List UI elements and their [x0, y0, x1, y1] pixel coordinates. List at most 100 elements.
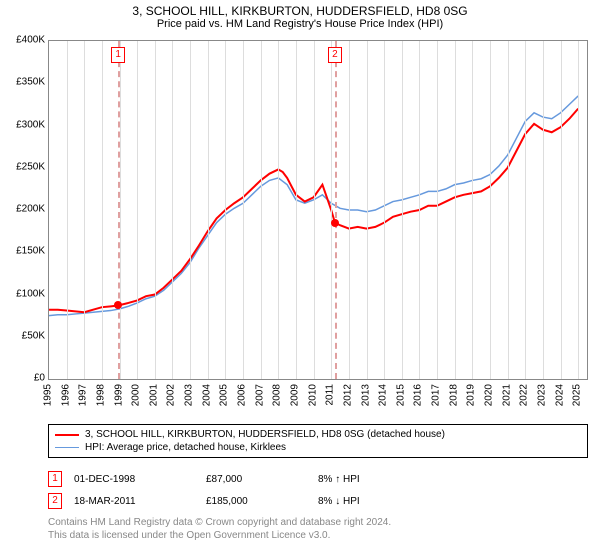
legend-swatch [55, 434, 79, 436]
x-tick-label: 2011 [325, 384, 336, 406]
transaction-id-box: 2 [48, 493, 62, 509]
grid-line [384, 41, 385, 379]
transaction-marker-line [335, 41, 337, 379]
transaction-id-box: 1 [48, 471, 62, 487]
y-tick-label: £250K [16, 161, 45, 172]
x-tick-label: 2008 [272, 384, 283, 406]
x-tick-label: 2025 [572, 384, 583, 406]
legend-row: HPI: Average price, detached house, Kirk… [55, 441, 581, 454]
grid-line [508, 41, 509, 379]
x-tick-label: 2017 [431, 384, 442, 406]
y-tick-label: £100K [16, 288, 45, 299]
x-tick-label: 2001 [148, 384, 159, 406]
x-tick-label: 2010 [307, 384, 318, 406]
x-tick-label: 2012 [342, 384, 353, 406]
grid-line [561, 41, 562, 379]
grid-line [155, 41, 156, 379]
x-tick-label: 2016 [413, 384, 424, 406]
y-tick-label: £350K [16, 77, 45, 88]
x-tick-label: 2020 [483, 384, 494, 406]
x-tick-label: 2009 [289, 384, 300, 406]
grid-line [437, 41, 438, 379]
transaction-marker-number: 1 [111, 47, 125, 63]
x-tick-label: 1997 [78, 384, 89, 406]
grid-line [67, 41, 68, 379]
x-tick-label: 2002 [166, 384, 177, 406]
grid-line [314, 41, 315, 379]
grid-line [525, 41, 526, 379]
grid-line [331, 41, 332, 379]
grid-line [296, 41, 297, 379]
transaction-marker-line [118, 41, 120, 379]
x-tick-label: 2013 [360, 384, 371, 406]
y-tick-label: £200K [16, 204, 45, 215]
transaction-hpi-diff: 8% ↑ HPI [318, 474, 438, 485]
transaction-marker-point [331, 219, 339, 227]
grid-line [367, 41, 368, 379]
grid-line [349, 41, 350, 379]
legend: 3, SCHOOL HILL, KIRKBURTON, HUDDERSFIELD… [48, 424, 588, 458]
transaction-marker-point [114, 301, 122, 309]
legend-row: 3, SCHOOL HILL, KIRKBURTON, HUDDERSFIELD… [55, 428, 581, 441]
transaction-marker-number: 2 [328, 47, 342, 63]
x-tick-label: 2018 [448, 384, 459, 406]
grid-line [190, 41, 191, 379]
price-chart-container: 3, SCHOOL HILL, KIRKBURTON, HUDDERSFIELD… [0, 0, 600, 560]
grid-line [490, 41, 491, 379]
x-tick-label: 2021 [501, 384, 512, 406]
grid-line [402, 41, 403, 379]
transaction-table: 1 01-DEC-1998 £87,000 8% ↑ HPI 2 18-MAR-2011 £… [48, 468, 588, 512]
y-tick-label: £300K [16, 119, 45, 130]
transaction-price: £87,000 [206, 474, 306, 485]
plot-area: 12 [48, 40, 588, 380]
chart-subtitle: Price paid vs. HM Land Registry's House … [0, 18, 600, 34]
grid-line [243, 41, 244, 379]
grid-line [472, 41, 473, 379]
x-tick-label: 2005 [219, 384, 230, 406]
x-tick-label: 2019 [466, 384, 477, 406]
y-tick-label: £150K [16, 246, 45, 257]
x-tick-label: 2022 [519, 384, 530, 406]
legend-label: 3, SCHOOL HILL, KIRKBURTON, HUDDERSFIELD… [85, 429, 445, 440]
x-tick-label: 1995 [43, 384, 54, 406]
transaction-hpi-diff: 8% ↓ HPI [318, 496, 438, 507]
chart-title: 3, SCHOOL HILL, KIRKBURTON, HUDDERSFIELD… [0, 0, 600, 18]
footer-line-2: This data is licensed under the Open Gov… [48, 529, 588, 542]
x-tick-label: 2006 [237, 384, 248, 406]
grid-line [102, 41, 103, 379]
x-tick-label: 1998 [95, 384, 106, 406]
legend-label: HPI: Average price, detached house, Kirk… [85, 442, 286, 453]
x-tick-label: 2000 [131, 384, 142, 406]
plot-svg [49, 41, 587, 379]
transaction-row: 1 01-DEC-1998 £87,000 8% ↑ HPI [48, 468, 588, 490]
x-tick-label: 2004 [201, 384, 212, 406]
grid-line [172, 41, 173, 379]
transaction-date: 01-DEC-1998 [74, 474, 194, 485]
x-tick-label: 2023 [536, 384, 547, 406]
transaction-row: 2 18-MAR-2011 £185,000 8% ↓ HPI [48, 490, 588, 512]
grid-line [543, 41, 544, 379]
grid-line [419, 41, 420, 379]
transaction-price: £185,000 [206, 496, 306, 507]
grid-line [137, 41, 138, 379]
grid-line [225, 41, 226, 379]
grid-line [278, 41, 279, 379]
legend-swatch [55, 447, 79, 449]
x-tick-label: 2014 [378, 384, 389, 406]
x-tick-label: 2003 [184, 384, 195, 406]
footer-line-1: Contains HM Land Registry data © Crown c… [48, 516, 588, 529]
x-tick-label: 2015 [395, 384, 406, 406]
x-tick-label: 2024 [554, 384, 565, 406]
footer-attribution: Contains HM Land Registry data © Crown c… [48, 516, 588, 542]
y-tick-label: £400K [16, 35, 45, 46]
x-tick-label: 2007 [254, 384, 265, 406]
grid-line [578, 41, 579, 379]
y-tick-label: £0 [34, 373, 45, 384]
grid-line [84, 41, 85, 379]
grid-line [208, 41, 209, 379]
y-tick-label: £50K [22, 330, 45, 341]
transaction-date: 18-MAR-2011 [74, 496, 194, 507]
x-tick-label: 1996 [60, 384, 71, 406]
x-tick-label: 1999 [113, 384, 124, 406]
grid-line [261, 41, 262, 379]
